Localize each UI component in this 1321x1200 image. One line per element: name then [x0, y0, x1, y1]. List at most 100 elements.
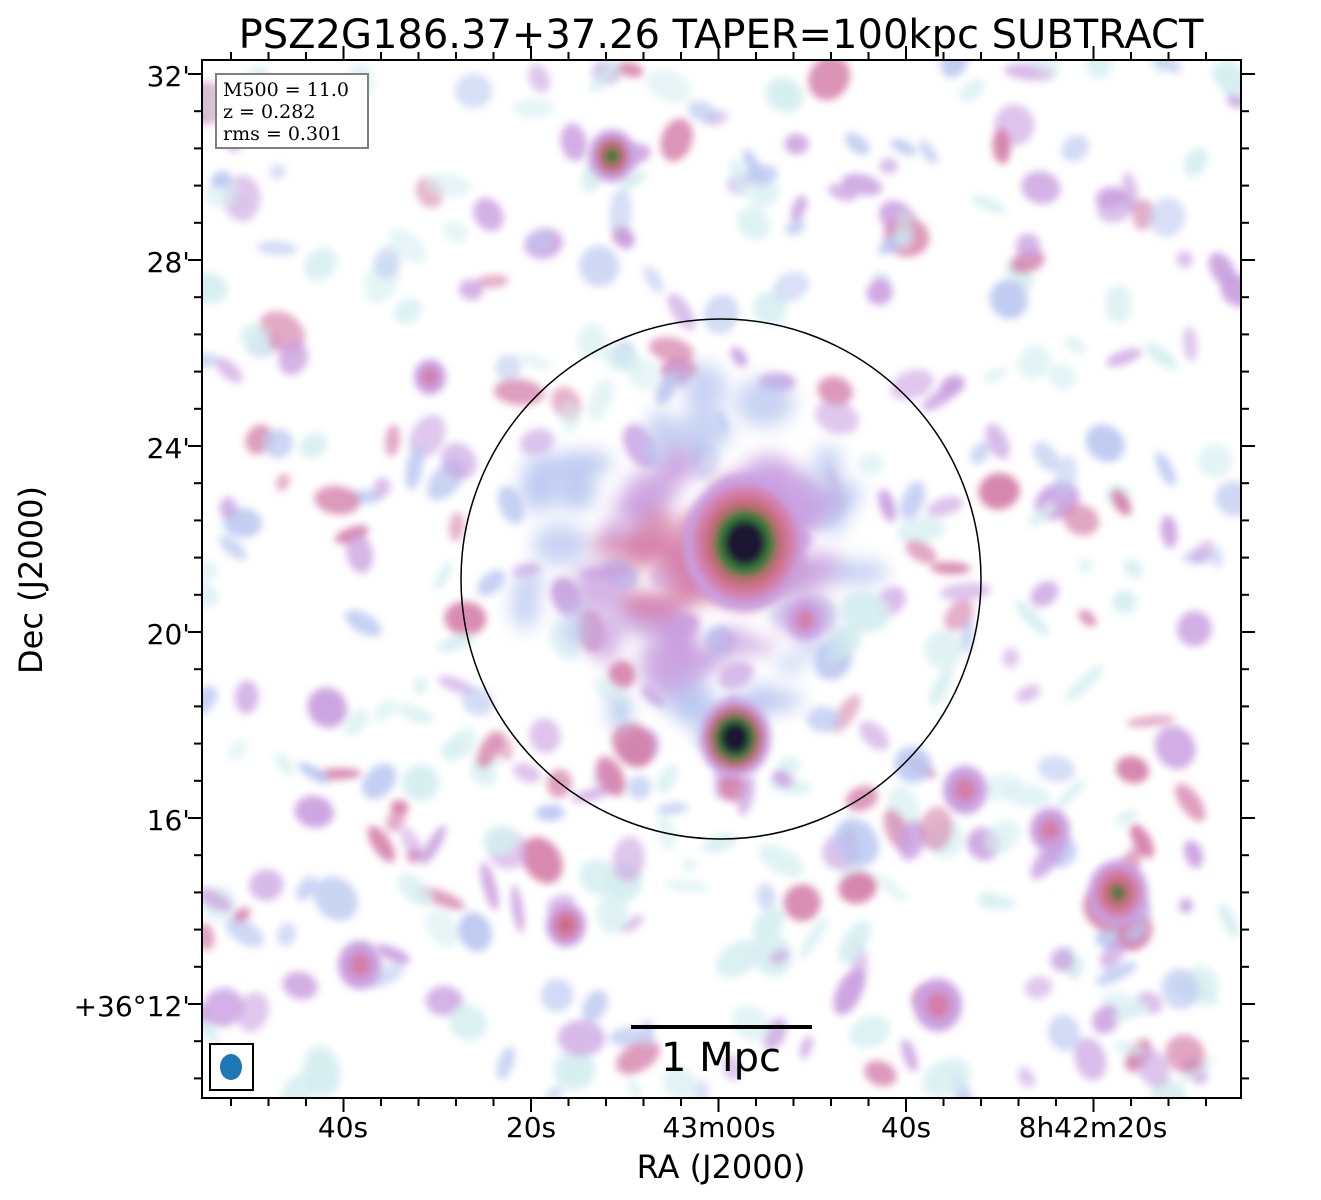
noise-blob — [496, 1046, 516, 1080]
noise-blob — [511, 885, 525, 934]
noise-blob — [553, 1050, 596, 1091]
noise-blob — [495, 354, 522, 381]
noise-blob — [939, 582, 992, 602]
noise-blob — [480, 862, 499, 911]
noise-blob — [783, 884, 821, 922]
noise-blob — [627, 1077, 643, 1098]
noise-blob — [1150, 1079, 1187, 1098]
noise-blob — [1123, 558, 1143, 579]
halo-blob — [661, 611, 694, 660]
noise-blob — [1176, 250, 1193, 268]
noise-blob — [660, 118, 693, 162]
halo-blob — [602, 517, 623, 546]
scale-bar-label: 1 Mpc — [661, 1035, 781, 1081]
noise-blob — [527, 229, 553, 254]
noise-blob — [1155, 452, 1176, 486]
source-contour — [1110, 884, 1126, 902]
y-tick-label: 20' — [147, 618, 190, 651]
x-tick-labels: 40s 20s 43m00s 40s 8h42m20s — [318, 1111, 1167, 1144]
noise-blob — [314, 485, 361, 515]
halo-blob — [562, 602, 589, 650]
halo-blob — [635, 536, 674, 562]
noise-blob — [1175, 783, 1206, 822]
noise-blob — [905, 539, 937, 564]
noise-blob — [612, 722, 655, 768]
noise-blob — [1002, 647, 1019, 668]
noise-blob — [582, 990, 608, 1022]
noise-blob — [979, 890, 997, 906]
axis-ticks — [188, 46, 1255, 1112]
source-contour — [422, 368, 438, 386]
noise-blob — [702, 833, 738, 853]
noise-blob — [596, 893, 629, 935]
noise-blob — [512, 762, 542, 783]
noise-blob — [1061, 135, 1089, 162]
noise-blob — [262, 428, 294, 459]
noise-blob — [929, 666, 954, 707]
noise-blob — [1064, 335, 1086, 354]
halo-blob — [735, 378, 795, 427]
noise-blob — [596, 756, 626, 797]
noise-blob — [346, 533, 374, 574]
noise-blob — [838, 919, 871, 964]
noise-blob — [1047, 363, 1077, 390]
noise-blob — [440, 442, 477, 480]
noise-blob — [579, 859, 620, 896]
noise-blob — [799, 1035, 813, 1059]
halo-blob — [645, 409, 677, 460]
noise-blob — [655, 371, 679, 405]
source-contour — [796, 610, 814, 630]
noise-blob — [1010, 249, 1045, 274]
noise-blob — [808, 60, 851, 101]
noise-blob — [849, 1014, 891, 1049]
noise-blob — [307, 687, 348, 728]
noise-blob — [1065, 664, 1105, 702]
noise-blob — [940, 60, 968, 78]
source-contour — [559, 917, 573, 933]
noise-blob — [722, 1054, 742, 1081]
noise-blob — [436, 633, 476, 652]
noise-blob — [405, 445, 424, 490]
noise-blob — [737, 774, 755, 816]
noise-blob — [643, 265, 664, 294]
noise-blob — [833, 968, 865, 1016]
noise-blob — [215, 357, 243, 383]
noise-blob — [397, 873, 433, 907]
noise-blob — [202, 923, 215, 951]
noise-blob — [922, 1058, 971, 1098]
halo-blob — [651, 458, 682, 504]
noise-blob — [1002, 783, 1052, 807]
noise-blob — [939, 375, 965, 396]
noise-blob — [375, 944, 411, 964]
halo-blob — [782, 489, 844, 510]
noise-blob — [859, 720, 890, 751]
noise-blob — [703, 294, 739, 334]
noise-blob — [421, 825, 446, 865]
noise-blob — [202, 685, 218, 715]
noise-blob — [297, 762, 330, 784]
noise-blob — [560, 402, 580, 433]
noise-blob — [838, 871, 877, 904]
noise-blob — [202, 353, 219, 368]
noise-blob — [844, 132, 870, 155]
noise-blob — [1047, 1014, 1080, 1052]
noise-blob — [1074, 1037, 1107, 1081]
noise-blob — [540, 978, 574, 1013]
radio-image — [202, 60, 1241, 1098]
noise-blob — [716, 939, 761, 979]
noise-blob — [1078, 609, 1097, 627]
noise-blob — [295, 876, 318, 901]
noise-blob — [1027, 502, 1056, 527]
noise-blob — [1037, 755, 1076, 783]
noise-blob — [1016, 684, 1041, 703]
noise-blob — [778, 756, 801, 774]
noise-blob — [769, 948, 790, 965]
noise-blob — [863, 1060, 897, 1087]
noise-blob — [482, 825, 518, 855]
noise-blob — [617, 230, 636, 250]
noise-blob — [756, 883, 776, 910]
x-tick-label: 20s — [506, 1111, 556, 1144]
noise-blob — [1017, 1067, 1036, 1088]
noise-blob — [1096, 961, 1137, 986]
noise-blob — [840, 590, 890, 633]
